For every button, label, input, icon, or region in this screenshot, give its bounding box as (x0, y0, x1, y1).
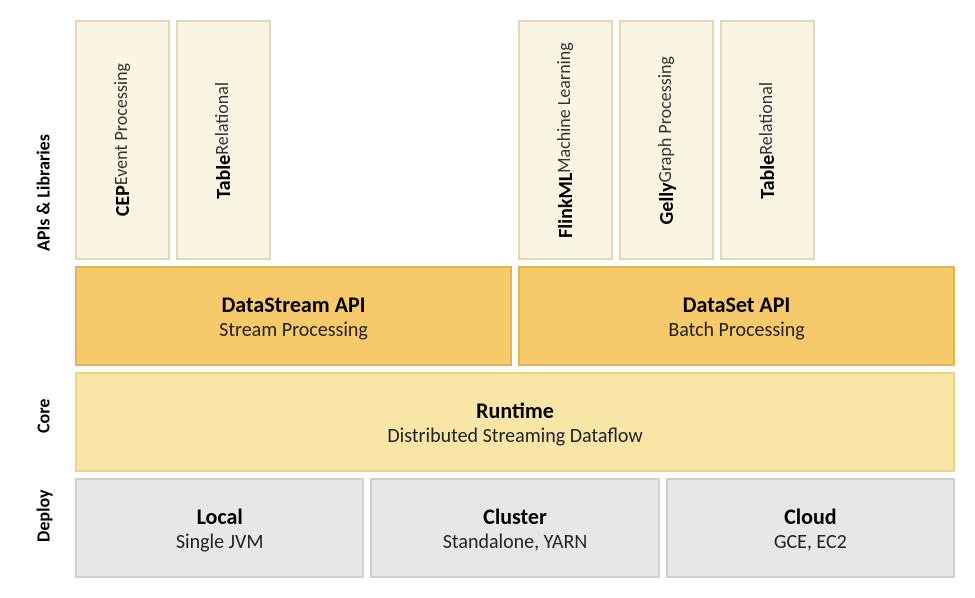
lib-title: FlinkML (554, 173, 578, 238)
deploy-subtitle: Standalone, YARN (443, 530, 588, 554)
api-box-dataset: DataSet API Batch Processing (518, 266, 955, 366)
libs-left-spacer (277, 20, 512, 260)
deploy-title: Cluster (483, 503, 547, 530)
deploy-row: Local Single JVM Cluster Standalone, YAR… (75, 478, 955, 578)
lib-box-gelly: Gelly Graph Processing (619, 20, 714, 260)
row-label-core: Core (20, 366, 67, 466)
libraries-row: CEP Event Processing Table Relational Fl… (75, 20, 955, 260)
lib-box-table-left: Table Relational (176, 20, 271, 260)
api-box-datastream: DataStream API Stream Processing (75, 266, 512, 366)
api-title: DataStream API (221, 291, 365, 318)
lib-title: Gelly (655, 182, 679, 224)
deploy-title: Cloud (784, 503, 837, 530)
deploy-box-cluster: Cluster Standalone, YARN (370, 478, 659, 578)
lib-title: Table (212, 154, 236, 198)
row-label-deploy: Deploy (20, 466, 67, 566)
api-subtitle: Stream Processing (219, 318, 368, 342)
core-box-runtime: Runtime Distributed Streaming Dataflow (75, 372, 955, 472)
core-title: Runtime (476, 397, 554, 424)
deploy-box-local: Local Single JVM (75, 478, 364, 578)
lib-subtitle: Relational (212, 82, 236, 155)
lib-box-table-right: Table Relational (720, 20, 815, 260)
lib-title: Table (756, 154, 780, 198)
flink-architecture-diagram: APIs & Libraries Core Deploy CEP Event P… (20, 20, 955, 578)
deploy-title: Local (197, 503, 243, 530)
deploy-box-cloud: Cloud GCE, EC2 (666, 478, 955, 578)
deploy-subtitle: Single JVM (176, 530, 264, 554)
apis-row: DataStream API Stream Processing DataSet… (75, 266, 955, 366)
api-subtitle: Batch Processing (668, 318, 804, 342)
deploy-subtitle: GCE, EC2 (774, 530, 847, 554)
diagram-grid: CEP Event Processing Table Relational Fl… (75, 20, 955, 578)
libraries-right-group: FlinkML Machine Learning Gelly Graph Pro… (518, 20, 955, 260)
row-label-apis: APIs & Libraries (20, 20, 67, 366)
libraries-left-group: CEP Event Processing Table Relational (75, 20, 512, 260)
lib-subtitle: Graph Processing (655, 56, 679, 182)
core-subtitle: Distributed Streaming Dataflow (387, 424, 642, 448)
lib-box-flinkml: FlinkML Machine Learning (518, 20, 613, 260)
lib-box-cep: CEP Event Processing (75, 20, 170, 260)
row-labels-column: APIs & Libraries Core Deploy (20, 20, 75, 578)
lib-title: CEP (111, 186, 135, 217)
lib-subtitle: Relational (756, 82, 780, 155)
lib-subtitle: Event Processing (111, 63, 135, 185)
api-title: DataSet API (683, 291, 791, 318)
lib-subtitle: Machine Learning (554, 42, 578, 173)
